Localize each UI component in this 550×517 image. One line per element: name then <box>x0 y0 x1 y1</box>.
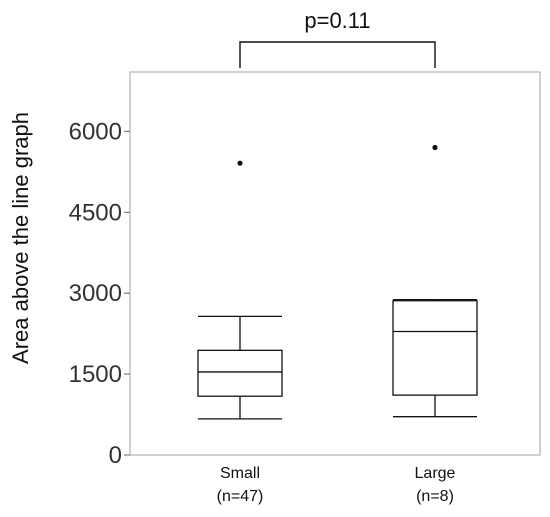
p-value-label: p=0.11 <box>304 8 370 33</box>
significance-bracket <box>239 41 436 68</box>
x-axis-categories: Small (n=47) Large (n=8) <box>217 465 456 505</box>
box-iqr <box>392 300 478 396</box>
outlier-point <box>432 144 438 151</box>
box-iqr <box>197 349 283 397</box>
x-category-count: (n=8) <box>416 488 454 505</box>
x-category-count: (n=47) <box>217 488 264 505</box>
y-axis-ticks: 0 1500 3000 4500 6000 <box>69 118 130 469</box>
significance-bracket-line <box>239 41 436 68</box>
y-axis-title: Area above the line graph <box>8 112 33 364</box>
y-tick-label: 3000 <box>69 280 122 307</box>
outlier-point <box>237 160 243 166</box>
x-category-label: Large <box>415 465 456 482</box>
y-tick-label: 4500 <box>69 199 122 226</box>
y-tick-label: 0 <box>109 442 122 469</box>
y-tick-label: 6000 <box>69 118 122 145</box>
plot-frame <box>129 71 541 456</box>
x-category-label: Small <box>220 465 260 482</box>
y-tick-label: 1500 <box>69 361 122 388</box>
box-series <box>197 144 478 420</box>
